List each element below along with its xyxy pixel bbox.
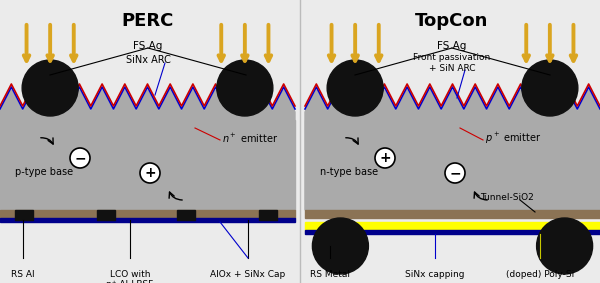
Circle shape: [375, 148, 395, 168]
Polygon shape: [305, 210, 600, 218]
Circle shape: [217, 60, 273, 116]
Polygon shape: [0, 90, 295, 210]
Circle shape: [140, 163, 160, 183]
Polygon shape: [14, 210, 32, 220]
Polygon shape: [305, 222, 600, 230]
Text: +: +: [144, 166, 156, 180]
Text: PERC: PERC: [122, 12, 174, 30]
Polygon shape: [0, 120, 295, 210]
Text: (doped) Poly-Si: (doped) Poly-Si: [506, 270, 574, 279]
Circle shape: [313, 218, 368, 274]
Circle shape: [327, 60, 383, 116]
Text: TopCon: TopCon: [415, 12, 488, 30]
Text: $p^+$ emitter: $p^+$ emitter: [485, 130, 541, 145]
Text: RS Al: RS Al: [11, 270, 35, 279]
Text: −: −: [74, 151, 86, 165]
Text: RS Metal: RS Metal: [310, 270, 350, 279]
Text: n-type base: n-type base: [320, 167, 378, 177]
Circle shape: [22, 60, 78, 116]
Circle shape: [522, 60, 578, 116]
Polygon shape: [259, 210, 277, 220]
Text: SiNx ARC: SiNx ARC: [125, 55, 170, 65]
Circle shape: [536, 218, 593, 274]
Text: SiNx capping: SiNx capping: [405, 270, 465, 279]
Text: Front passivation
+ SiN ARC: Front passivation + SiN ARC: [413, 53, 491, 73]
Polygon shape: [0, 218, 295, 222]
Polygon shape: [177, 210, 195, 220]
Text: LCO with
p⁺ Al-LBSF: LCO with p⁺ Al-LBSF: [106, 270, 154, 283]
Polygon shape: [305, 90, 600, 210]
Polygon shape: [97, 210, 115, 220]
Text: +: +: [379, 151, 391, 165]
Polygon shape: [305, 120, 600, 210]
Text: $n^+$ emitter: $n^+$ emitter: [222, 131, 278, 145]
Polygon shape: [0, 210, 295, 218]
Circle shape: [70, 148, 90, 168]
Circle shape: [445, 163, 465, 183]
Text: FS Ag: FS Ag: [437, 41, 467, 51]
Text: AlOx + SiNx Cap: AlOx + SiNx Cap: [211, 270, 286, 279]
Text: Tunnel-SiO2: Tunnel-SiO2: [480, 194, 534, 203]
Text: p-type base: p-type base: [15, 167, 73, 177]
Text: FS Ag: FS Ag: [133, 41, 163, 51]
Polygon shape: [305, 230, 600, 234]
Text: −: −: [449, 166, 461, 180]
